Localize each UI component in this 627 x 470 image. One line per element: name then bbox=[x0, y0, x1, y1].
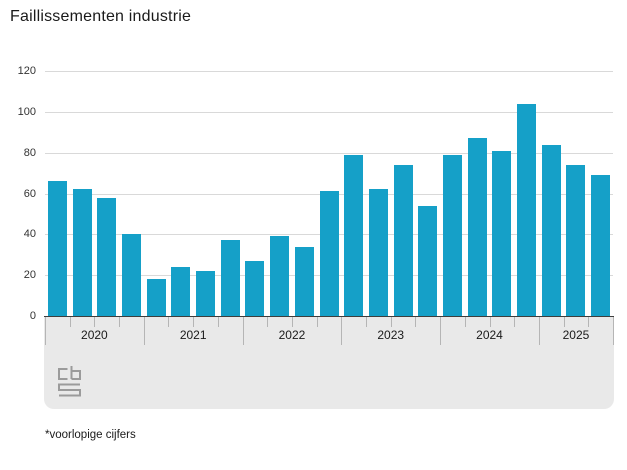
bar-2021-q4[interactable] bbox=[220, 240, 240, 316]
quarter-tick bbox=[193, 317, 195, 327]
gridline-100 bbox=[45, 111, 613, 113]
bar-2022-q2[interactable] bbox=[270, 236, 290, 316]
year-tick bbox=[341, 317, 343, 345]
bar-2022-q3[interactable] bbox=[294, 246, 314, 316]
bar-2023-q1[interactable] bbox=[344, 154, 364, 316]
year-tick bbox=[538, 317, 540, 345]
year-label-2025: 2025 bbox=[562, 328, 590, 342]
quarter-tick bbox=[291, 317, 293, 327]
bar-2022-q1[interactable] bbox=[245, 260, 265, 316]
cbs-logo bbox=[58, 366, 81, 397]
year-tick bbox=[143, 317, 145, 345]
quarter-tick bbox=[390, 317, 392, 327]
bar-2021-q2[interactable] bbox=[171, 267, 191, 316]
quarter-tick bbox=[119, 317, 121, 327]
year-label-2023: 2023 bbox=[377, 328, 405, 342]
year-label-2022: 2022 bbox=[278, 328, 306, 342]
year-tick bbox=[242, 317, 244, 345]
bar-2022-q4[interactable] bbox=[319, 191, 339, 316]
quarter-tick bbox=[69, 317, 71, 327]
quarter-tick bbox=[464, 317, 466, 327]
quarter-tick bbox=[489, 317, 491, 327]
y-axis-label-40: 40 bbox=[23, 228, 36, 241]
y-axis-label-80: 80 bbox=[23, 146, 36, 159]
bar-2021-q1[interactable] bbox=[146, 279, 166, 316]
year-label-2020: 2020 bbox=[81, 328, 108, 342]
bar-2024-q3[interactable] bbox=[492, 150, 512, 316]
bar-2024-q1[interactable] bbox=[442, 154, 462, 316]
quarter-tick bbox=[316, 317, 318, 327]
quarter-tick bbox=[217, 317, 219, 327]
bar-2021-q3[interactable] bbox=[196, 271, 216, 316]
y-axis-label-0: 0 bbox=[29, 310, 36, 322]
quarter-tick bbox=[168, 317, 170, 327]
bar-2023-q3[interactable] bbox=[393, 164, 413, 316]
bar-2020-q2[interactable] bbox=[72, 189, 92, 316]
bar-2020-q3[interactable] bbox=[97, 197, 117, 316]
quarter-tick bbox=[366, 317, 368, 327]
bar-2024-q2[interactable] bbox=[467, 138, 487, 316]
quarter-tick bbox=[267, 317, 269, 327]
bar-2025-q1[interactable] bbox=[541, 144, 561, 316]
year-label-2024: 2024 bbox=[476, 328, 503, 342]
quarter-tick bbox=[94, 317, 96, 327]
bar-2020-q4[interactable] bbox=[121, 234, 141, 316]
year-tick bbox=[440, 317, 442, 345]
y-axis-label-60: 60 bbox=[23, 187, 36, 200]
quarter-tick bbox=[514, 317, 516, 327]
bar-2023-q4[interactable] bbox=[418, 205, 438, 316]
gridline-120 bbox=[45, 71, 613, 72]
chart-title: Faillissementen industrie bbox=[10, 8, 192, 25]
quarter-tick bbox=[588, 317, 590, 327]
y-axis-label-120: 120 bbox=[17, 65, 36, 77]
quarter-tick bbox=[563, 317, 565, 327]
gridline-80 bbox=[45, 152, 613, 154]
bar-2020-q1[interactable] bbox=[47, 181, 67, 316]
bar-2025-q2[interactable] bbox=[566, 164, 586, 316]
bar-2025-q3[interactable] bbox=[591, 175, 611, 316]
year-tick bbox=[613, 317, 614, 345]
plot-area bbox=[44, 71, 614, 318]
bar-2023-q2[interactable] bbox=[368, 189, 388, 316]
year-tick bbox=[45, 317, 46, 345]
x-axis-band: 2020 2021 2022 2023 2024 2025 bbox=[44, 317, 614, 409]
y-axis-label-100: 100 bbox=[17, 105, 36, 118]
year-label-2021: 2021 bbox=[179, 328, 207, 342]
quarter-tick bbox=[415, 317, 417, 327]
y-axis-label-20: 20 bbox=[23, 269, 36, 282]
footnote: *voorlopige cijfers bbox=[45, 429, 136, 441]
bar-2024-q4[interactable] bbox=[517, 103, 537, 316]
